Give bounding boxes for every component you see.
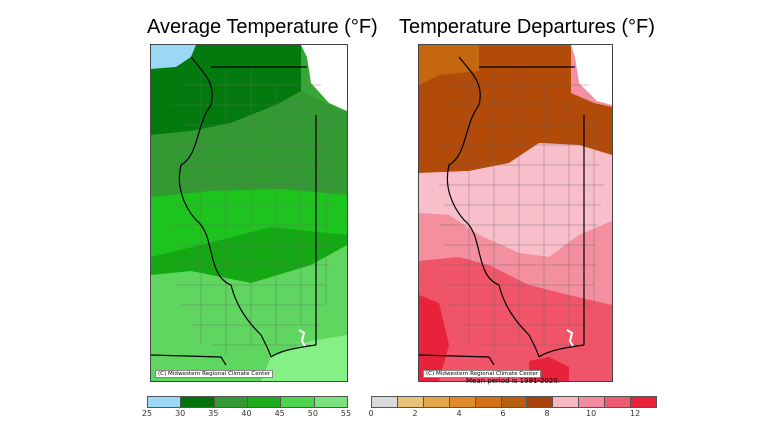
- departure-legend-swatch: [372, 397, 398, 407]
- departure-legend-tick-label: 10: [586, 409, 597, 418]
- band-12-plus-west: [419, 295, 449, 381]
- county-lines: [171, 65, 336, 355]
- lake-michigan: [571, 45, 612, 105]
- departure-legend-tick-label: 2: [412, 409, 418, 418]
- river-reservoir: [298, 329, 306, 347]
- avg-temp-legend-tick-label: 50: [307, 409, 318, 418]
- avg-temp-legend-tick-label: 35: [208, 409, 219, 418]
- avg-temp-legend-swatch: [281, 397, 315, 407]
- departure-legend-tick-label: 6: [500, 409, 506, 418]
- departure-legend-swatch: [449, 397, 476, 407]
- band-35-40: [151, 91, 347, 197]
- band-9-10: [419, 143, 612, 257]
- temperature-departures-legend: [371, 396, 657, 408]
- credit-label: (C) Midwestern Regional Climate Center: [423, 370, 542, 378]
- credit-label: (C) Midwestern Regional Climate Center: [155, 370, 274, 378]
- avg-temp-legend-tick-label: 30: [175, 409, 186, 418]
- river-reservoir: [566, 329, 574, 347]
- departure-legend-swatch: [631, 397, 656, 407]
- average-temperature-legend: [147, 396, 348, 408]
- avg-temp-legend-tick-label: 40: [241, 409, 252, 418]
- departure-legend-swatch: [553, 397, 580, 407]
- state-borders: [151, 56, 317, 366]
- departure-legend-swatch: [423, 397, 450, 407]
- departure-legend-swatch: [501, 397, 528, 407]
- average-temperature-title: Average Temperature (°F): [147, 16, 378, 38]
- departure-legend-swatch: [579, 397, 606, 407]
- band-50-55: [261, 335, 347, 381]
- departure-legend-swatch: [475, 397, 502, 407]
- lake-michigan: [301, 45, 347, 111]
- departure-legend-swatch: [605, 397, 632, 407]
- average-temperature-legend-ticks: 25 30 35 40 45 50 55: [142, 409, 351, 421]
- band-7-8: [419, 45, 479, 85]
- temperature-departures-title: Temperature Departures (°F): [399, 16, 655, 38]
- avg-temp-legend-tick-label: 25: [141, 409, 153, 418]
- avg-temp-legend-tick-label: 55: [340, 409, 352, 418]
- avg-temp-legend-swatch: [148, 397, 182, 407]
- county-lines: [439, 65, 604, 355]
- band-10-11: [419, 213, 612, 305]
- band-40-45b: [151, 227, 347, 283]
- avg-temp-legend-swatch: [247, 397, 282, 407]
- departure-legend-tick-label: 0: [368, 409, 374, 418]
- state-borders: [419, 56, 585, 366]
- temperature-departures-legend-ticks: 0 2 4 6 8 10 12: [368, 409, 655, 421]
- average-temperature-map: (C) Midwestern Regional Climate Center: [150, 44, 348, 382]
- temperature-departures-map: (C) Midwestern Regional Climate Center: [418, 44, 613, 382]
- departure-legend-tick-label: 12: [630, 409, 641, 418]
- avg-temp-legend-tick-label: 45: [274, 409, 285, 418]
- avg-temp-legend-swatch: [214, 397, 248, 407]
- band-8-9: [419, 45, 612, 173]
- avg-temp-legend-swatch: [314, 397, 347, 407]
- departure-legend-swatch: [527, 397, 554, 407]
- band-25-30: [151, 45, 196, 69]
- avg-temp-legend-swatch: [181, 397, 215, 407]
- band-40-45a: [151, 189, 347, 257]
- departure-legend-tick-label: 4: [456, 409, 462, 418]
- departure-legend-tick-label: 8: [544, 409, 550, 418]
- departure-legend-swatch: [397, 397, 424, 407]
- mean-period-note: Mean period is 1991-2020.: [466, 377, 561, 385]
